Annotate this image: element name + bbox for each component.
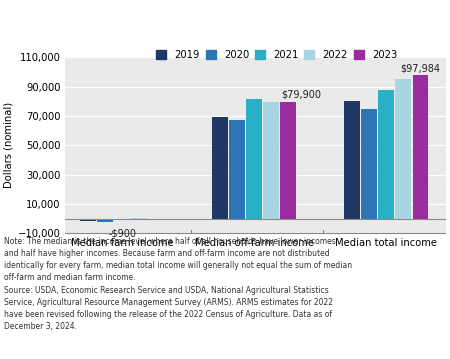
Bar xyxy=(361,109,377,219)
Bar xyxy=(344,101,360,219)
Bar xyxy=(246,99,262,219)
Text: Note: The median is the income level where half of all households have lower inc: Note: The median is the income level whe… xyxy=(4,237,353,331)
Bar xyxy=(131,218,147,219)
Bar xyxy=(212,117,228,219)
Bar xyxy=(280,102,296,219)
Bar xyxy=(97,219,113,222)
Legend: 2019, 2020, 2021, 2022, 2023: 2019, 2020, 2021, 2022, 2023 xyxy=(157,50,397,60)
Bar xyxy=(413,75,428,219)
Y-axis label: Dollars (nominal): Dollars (nominal) xyxy=(3,102,14,188)
Text: -$900: -$900 xyxy=(108,228,136,238)
Bar xyxy=(148,219,164,220)
Bar xyxy=(378,90,394,219)
Bar xyxy=(263,102,279,219)
Text: Median farm income, off-farm income, and total income of U.S. farm
households, 2: Median farm income, off-farm income, and… xyxy=(7,3,448,26)
Text: $97,984: $97,984 xyxy=(400,63,441,73)
Bar xyxy=(114,219,130,220)
Text: $79,900: $79,900 xyxy=(282,90,321,100)
Bar xyxy=(229,120,245,219)
Bar xyxy=(396,79,411,219)
Bar xyxy=(80,219,95,222)
